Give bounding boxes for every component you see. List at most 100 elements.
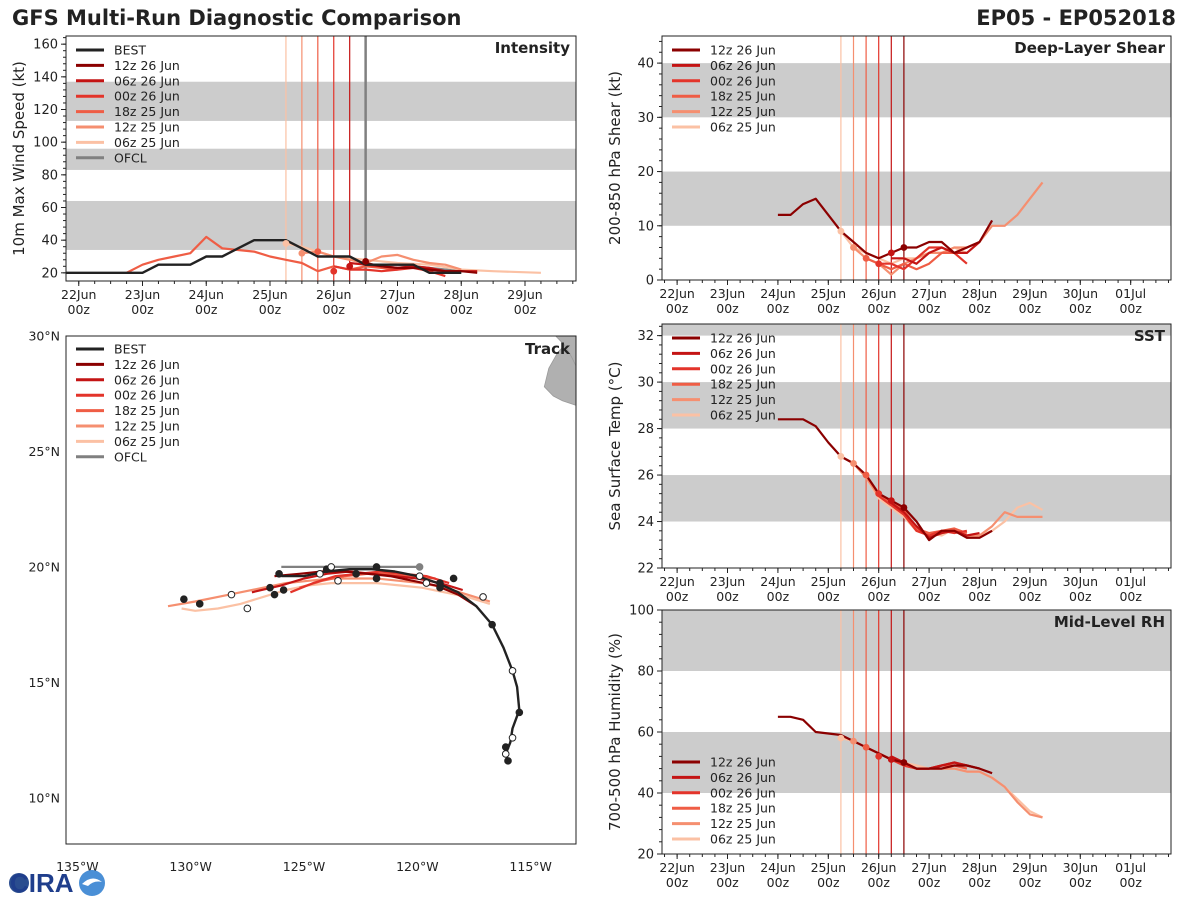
x-tick-label: 27Jun <box>911 286 946 301</box>
lon-tick-label: 120°W <box>396 859 438 874</box>
legend-label: BEST <box>114 342 146 357</box>
y-tick-label: 22 <box>637 562 654 577</box>
logo-text: CIRA <box>10 868 74 898</box>
plot-area-shear <box>662 36 1171 280</box>
panel-title: SST <box>1134 327 1166 345</box>
x-tick-label: 24Jun <box>189 287 224 302</box>
y-tick-label: 140 <box>33 70 58 85</box>
x-tick-label: 23Jun <box>710 574 745 589</box>
legend-label: 12z 25 Jun <box>710 104 776 119</box>
legend-label: 00z 26 Jun <box>710 73 776 88</box>
x-tick-label: 28Jun <box>962 574 997 589</box>
series-line-12z-26-jun <box>777 418 993 542</box>
shaded-band <box>662 475 1171 522</box>
shaded-band <box>662 63 1171 118</box>
y-tick-label: 100 <box>33 136 58 151</box>
legend-label: 18z 25 Jun <box>114 403 180 418</box>
shaded-band <box>662 324 1171 336</box>
x-tick-label: 00z <box>68 302 91 317</box>
x-tick-label: 00z <box>918 589 941 604</box>
track-marker <box>415 572 424 580</box>
x-tick-label: 24Jun <box>760 286 795 301</box>
y-tick-label: 28 <box>637 422 654 437</box>
x-tick-label: 00z <box>259 302 282 317</box>
legend-label: 06z 25 Jun <box>710 832 776 847</box>
track-marker <box>449 574 458 583</box>
init-marker <box>900 504 908 511</box>
track-marker <box>352 570 360 578</box>
x-tick-label: 00z <box>767 589 790 604</box>
panel-title: Deep-Layer Shear <box>1014 39 1165 57</box>
legend-label: 00z 26 Jun <box>710 361 776 376</box>
x-tick-label: 30Jun <box>1063 860 1098 875</box>
y-axis-label: 200-850 hPa Shear (kt) <box>606 71 624 245</box>
x-tick-label: 00z <box>716 875 739 890</box>
x-tick-label: 00z <box>1069 875 1092 890</box>
init-marker <box>837 227 845 235</box>
y-tick-label: 40 <box>637 787 654 802</box>
x-tick-label: 25Jun <box>811 574 846 589</box>
track-line-12z-26-jun <box>274 570 477 608</box>
legend-label: 12z 26 Jun <box>710 755 776 770</box>
legend-label: OFCL <box>114 150 147 165</box>
init-marker <box>887 249 895 257</box>
shaded-band <box>66 200 576 250</box>
y-tick-label: 40 <box>637 57 654 72</box>
x-tick-label: 26Jun <box>861 574 896 589</box>
y-tick-label: 30 <box>637 111 654 126</box>
y-axis-label: 10m Max Wind Speed (kt) <box>10 61 28 256</box>
land-mainland-mexico <box>555 336 576 367</box>
lat-tick-label: 10°N <box>28 790 60 805</box>
x-tick-label: 27Jun <box>380 287 415 302</box>
x-tick-label: 28Jun <box>962 860 997 875</box>
x-tick-label: 00z <box>131 302 154 317</box>
x-tick-label: 23Jun <box>710 860 745 875</box>
lon-tick-label: 130°W <box>169 859 211 874</box>
x-tick-label: 28Jun <box>962 286 997 301</box>
legend-label: 12z 25 Jun <box>114 120 180 135</box>
y-tick-label: 160 <box>33 38 58 53</box>
y-tick-label: 80 <box>637 665 654 680</box>
y-tick-label: 30 <box>637 376 654 391</box>
legend-label: 18z 25 Jun <box>710 89 776 104</box>
legend-label: 12z 26 Jun <box>114 58 180 73</box>
x-tick-label: 22Jun <box>659 286 694 301</box>
legend-label: 18z 25 Jun <box>710 801 776 816</box>
lat-tick-label: 25°N <box>28 444 60 459</box>
y-tick-label: 24 <box>637 515 654 530</box>
figure-title: GFS Multi-Run Diagnostic Comparison <box>12 6 462 30</box>
x-tick-label: 00z <box>450 302 473 317</box>
x-tick-label: 00z <box>666 875 689 890</box>
legend-label: 06z 25 Jun <box>710 408 776 423</box>
legend-label: 12z 25 Jun <box>114 419 180 434</box>
track-marker <box>422 579 431 587</box>
legend-label: 06z 26 Jun <box>710 346 776 361</box>
panel-sst: 22242628303222Jun00z23Jun00z24Jun00z25Ju… <box>606 323 1172 604</box>
legend-label: 06z 26 Jun <box>710 770 776 785</box>
x-tick-label: 00z <box>386 302 409 317</box>
init-marker <box>330 267 338 275</box>
x-tick-label: 00z <box>514 302 537 317</box>
y-tick-label: 10 <box>637 219 654 234</box>
track-marker <box>180 595 188 604</box>
x-tick-label: 00z <box>666 301 689 316</box>
y-tick-label: 60 <box>41 201 58 216</box>
y-tick-label: 120 <box>33 103 58 118</box>
track-line-06z-25-jun <box>181 581 491 612</box>
plot-area-rh <box>662 610 1171 854</box>
x-tick-label: 24Jun <box>760 860 795 875</box>
track-line-best <box>281 568 521 762</box>
shaded-band <box>66 148 576 170</box>
init-marker <box>362 258 370 265</box>
y-tick-label: 0 <box>646 274 654 289</box>
lon-tick-label: 115°W <box>509 859 551 874</box>
init-marker <box>887 756 895 763</box>
x-tick-label: 00z <box>968 589 991 604</box>
x-tick-label: 00z <box>767 875 790 890</box>
panel-title: Intensity <box>495 39 571 57</box>
x-tick-label: 00z <box>817 589 840 604</box>
panel-shear: 01020304022Jun00z23Jun00z24Jun00z25Jun00… <box>606 35 1172 316</box>
track-marker <box>488 620 496 629</box>
